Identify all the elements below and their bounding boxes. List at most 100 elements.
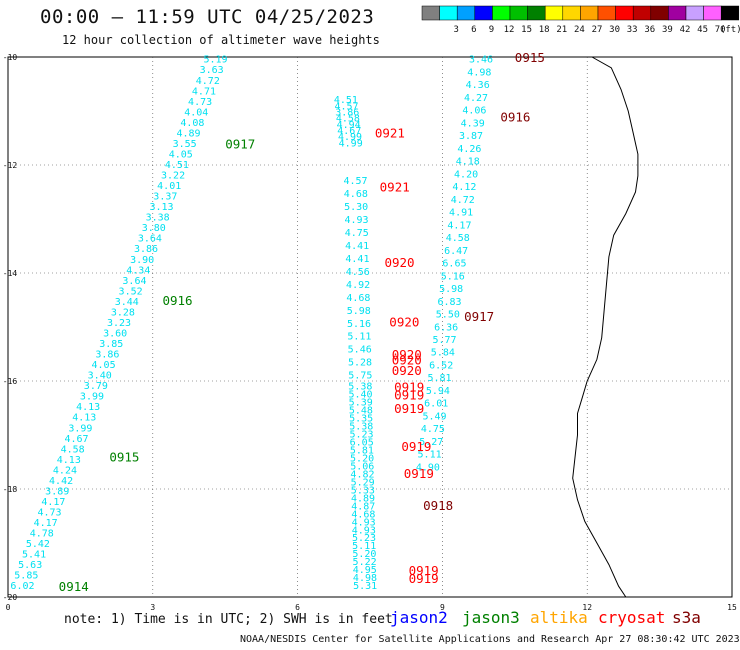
legend-label: 45 [697,25,708,35]
wave-height-value: 5.40 [348,389,372,400]
legend-label: 39 [662,25,673,35]
wave-height-value: 5.23 [352,533,376,544]
wave-height-value: 6.52 [429,360,453,371]
wave-height-value: 4.57 [343,176,367,187]
pass-time-label: 0920 [392,352,422,367]
wave-height-value: 4.36 [466,80,490,91]
wave-height-value: 4.58 [446,233,470,244]
x-tick-label: 3 [150,603,155,610]
x-tick-label: 9 [440,603,445,610]
pass-time-label: 0920 [392,347,422,362]
wave-height-value: 4.99 [339,138,363,149]
wave-height-value: 3.86 [95,350,119,361]
wave-height-value: 6.65 [442,259,466,270]
y-tick-label: -12 [3,161,18,170]
wave-height-value: 4.04 [184,107,208,118]
pass-time-label: 0920 [392,363,422,378]
legend-label: 30 [609,25,620,35]
wave-height-value: 5.20 [350,453,374,464]
legend-label: 3 [453,25,458,35]
wave-height-value: 4.17 [41,497,65,508]
color-legend: 3 6 9 12 15 18 21 24 27 30 33 36 39 42 45 70(ft) [421,5,740,35]
pass-time-label: 0920 [389,315,419,330]
wave-height-value: 3.28 [111,307,135,318]
wave-height-value: 3.79 [84,381,108,392]
wave-height-value: 4.01 [157,181,181,192]
wave-height-value: 4.41 [345,241,369,252]
satellite-legend-s3a: s3a [672,608,701,627]
wave-height-value: 4.98 [467,67,491,78]
legend-label: 36 [644,25,655,35]
pass-time-label: 0915 [515,50,545,65]
wave-height-value: 4.82 [350,469,374,480]
wave-height-value: 4.93 [344,215,368,226]
wave-height-value: 5.75 [348,371,372,382]
wave-height-value: 5.29 [351,477,375,488]
y-tick-label: -18 [3,485,18,494]
wave-height-value: 4.95 [353,565,377,576]
pass-time-label: 0917 [464,309,494,324]
map-plot: 0 3 6 9 12 15-10-12-14-16-18-205.193.634.724.… [3,50,737,610]
wave-height-value: 5.38 [348,381,372,392]
wave-height-value: 6.01 [424,399,448,410]
pass-time-label: 0916 [162,293,192,308]
wave-height-value: 4.39 [461,118,485,129]
legend-label: 24 [574,25,585,35]
wave-height-value: 4.05 [169,149,193,160]
legend-label: 42 [680,25,691,35]
wave-height-value: 3.89 [45,486,69,497]
wave-height-value: 3.44 [115,297,139,308]
footer-note: note: 1) Time is in UTC; 2) SWH is in fe… [64,612,393,627]
wave-height-value: 4.91 [449,208,473,219]
wave-height-value: 4.56 [346,267,370,278]
wave-height-value: 5.23 [349,429,373,440]
wave-height-value: 4.51 [165,160,189,171]
wave-height-value: 5.20 [352,549,376,560]
wave-height-value: 3.46 [469,55,493,66]
wave-height-value: 3.87 [459,131,483,142]
legend-label: 27 [592,25,603,35]
wave-height-value: 3.90 [130,255,154,266]
satellite-legend-cryosat: cryosat [598,608,666,627]
wave-height-value: 4.92 [346,280,370,291]
wave-height-value: 5.31 [353,581,377,592]
wave-height-value: 5.39 [349,397,373,408]
wave-height-value: 3.40 [88,371,112,382]
wave-height-value: 5.50 [436,310,460,321]
wave-height-value: 4.24 [53,465,77,476]
wave-height-value: 4.58 [61,444,85,455]
pass-time-label: 0919 [394,401,424,416]
wave-height-value: 5.35 [349,413,373,424]
wave-height-value: 3.64 [138,234,162,245]
wave-height-value: 4.57 [335,101,359,112]
wave-height-value: 4.93 [352,517,376,528]
footer-credit: NOAA/NESDIS Center for Satellite Applica… [240,634,740,645]
wave-height-value: 5.19 [203,55,227,66]
y-tick-label: -14 [3,269,18,278]
plot-frame [7,56,733,598]
wave-height-value: 3.86 [134,244,158,255]
wave-height-value: 4.72 [451,195,475,206]
legend-unit: (ft) [720,25,740,35]
pass-time-label: 0915 [109,450,139,465]
wave-height-value: 4.42 [49,476,73,487]
wave-height-value: 4.68 [344,189,368,200]
y-tick-label: -16 [3,377,18,386]
wave-height-value: 4.68 [346,293,370,304]
wave-height-value: 4.90 [416,462,440,473]
wave-height-value: 3.86 [335,108,359,119]
pass-time-label: 0919 [394,388,424,403]
page-title: 00:00 – 11:59 UTC 04/25/2023 [40,6,375,28]
wave-height-value: 5.30 [344,202,368,213]
wave-height-value: 4.89 [176,128,200,139]
wave-height-value: 4.58 [336,114,360,125]
wave-height-value: 3.80 [142,223,166,234]
wave-height-value: 5.22 [353,557,377,568]
pass-time-label: 0919 [404,466,434,481]
wave-height-value: 5.11 [418,450,442,461]
pass-time-label: 0921 [380,180,410,195]
legend-label: 18 [539,25,550,35]
legend-label: 70 [715,25,726,35]
wave-height-value: 4.51 [334,95,358,106]
